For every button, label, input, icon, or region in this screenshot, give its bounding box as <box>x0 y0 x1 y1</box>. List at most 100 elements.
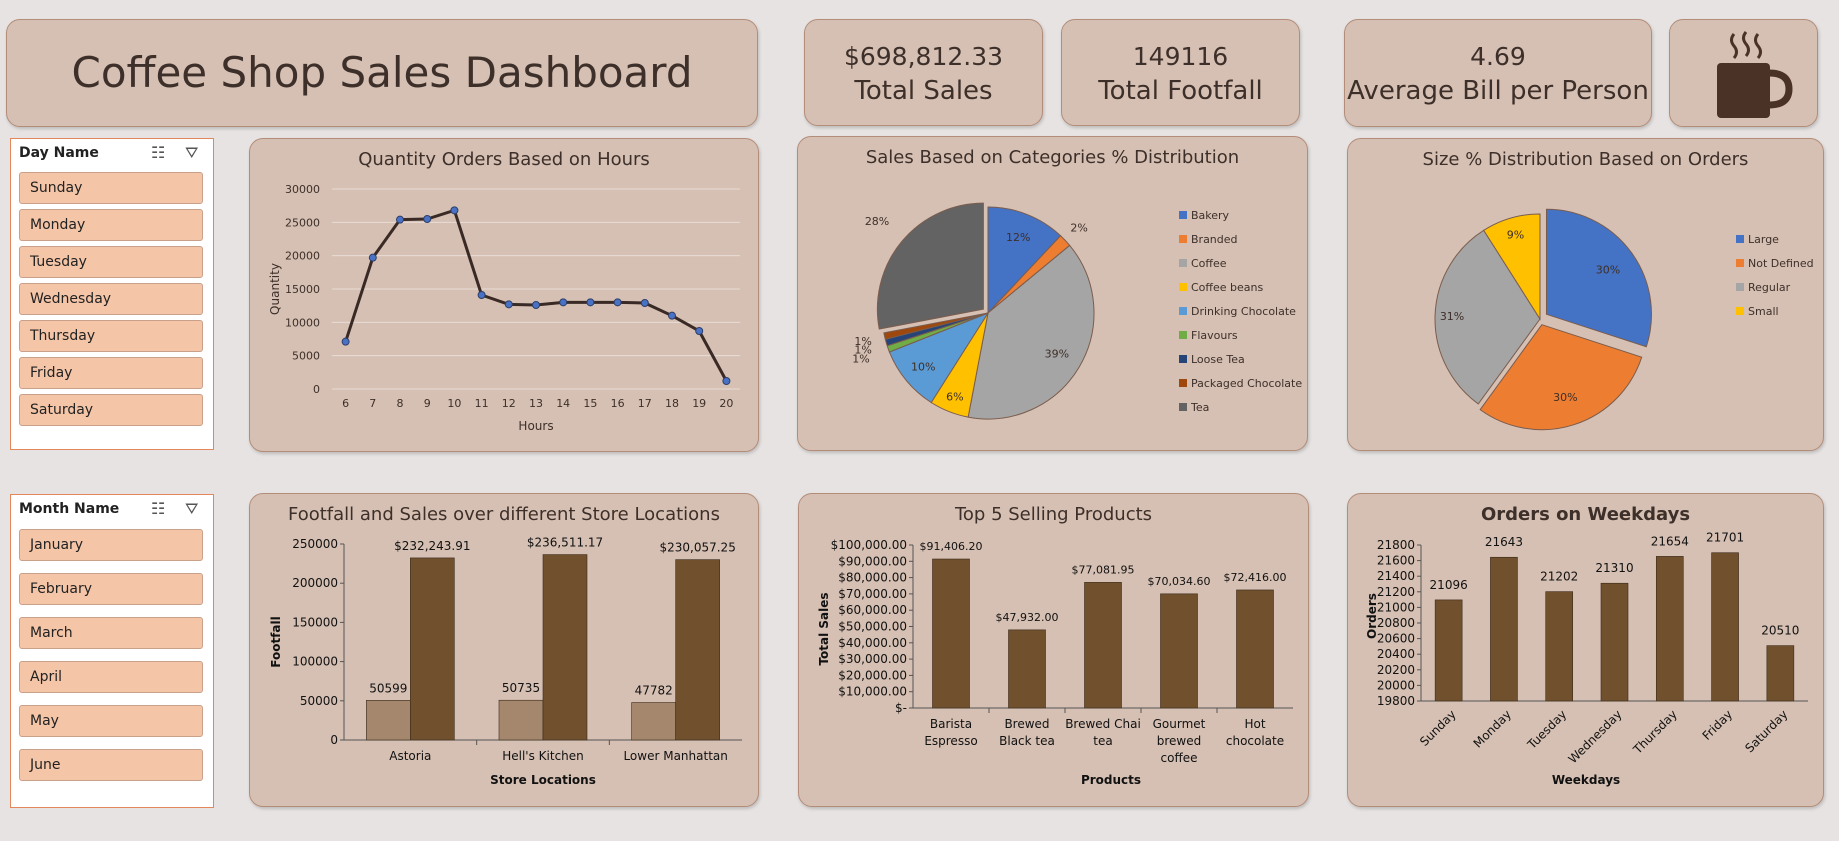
y-tick-label: $100,000.00 <box>831 538 907 552</box>
clear-filter-icon[interactable]: ⛛ <box>185 499 199 518</box>
data-label: 50735 <box>502 681 540 695</box>
kpi-average-bill: 4.69 Average Bill per Person <box>1344 19 1652 127</box>
bar <box>1160 593 1198 709</box>
bar <box>542 554 588 741</box>
x-tick-label: 17 <box>638 397 652 410</box>
slicer-item-saturday[interactable]: Saturday <box>19 394 203 426</box>
legend-swatch <box>1179 403 1187 411</box>
data-label: $236,511.17 <box>527 536 603 550</box>
bar <box>1655 556 1684 702</box>
x-axis-label: Store Locations <box>490 773 596 787</box>
pie-slice <box>987 206 1062 315</box>
chart-title: Quantity Orders Based on Hours <box>358 149 650 170</box>
multi-select-icon[interactable]: ☷ <box>151 499 166 518</box>
slicer-item-june[interactable]: June <box>19 749 203 781</box>
pie-slice <box>883 312 989 340</box>
legend-label: Drinking Chocolate <box>1191 305 1296 318</box>
data-point <box>668 311 676 320</box>
y-tick-label: 20200 <box>1377 663 1415 677</box>
x-tick-label: Black tea <box>999 734 1055 748</box>
x-tick-label: brewed <box>1157 734 1201 748</box>
y-tick-label: 19800 <box>1377 694 1415 708</box>
data-point <box>559 298 568 307</box>
clear-filter-icon[interactable]: ⛛ <box>185 143 199 162</box>
legend-swatch <box>1736 307 1744 315</box>
x-tick-label: Tuesday <box>1524 707 1569 752</box>
x-tick-label: 18 <box>665 397 679 410</box>
x-tick-label: Thursday <box>1630 707 1680 757</box>
slice-label: 39% <box>1045 348 1069 361</box>
data-label: 50599 <box>369 681 407 695</box>
x-tick-label: Hot <box>1244 717 1265 731</box>
y-tick-label: 15000 <box>285 283 320 296</box>
bar <box>1008 629 1046 709</box>
slicer-item-wednesday[interactable]: Wednesday <box>19 283 203 315</box>
slicer-item-sunday[interactable]: Sunday <box>19 172 203 204</box>
slice-label: 12% <box>1006 231 1030 244</box>
y-tick-label: 30000 <box>285 183 320 196</box>
y-axis-label: Quantity <box>268 263 282 315</box>
data-label: 47782 <box>635 684 673 698</box>
chart-title: Sales Based on Categories % Distribution <box>865 147 1240 168</box>
slicer-item-march[interactable]: March <box>19 617 203 649</box>
slice-label: 6% <box>946 391 963 404</box>
data-point <box>368 253 377 262</box>
slicer-item-may[interactable]: May <box>19 705 203 737</box>
x-axis-label: Weekdays <box>1552 773 1620 787</box>
slicer-item-tuesday[interactable]: Tuesday <box>19 246 203 278</box>
x-tick-label: 7 <box>369 397 376 410</box>
legend-swatch <box>1179 379 1187 387</box>
data-label: 21310 <box>1595 561 1633 575</box>
x-axis-label: Hours <box>518 419 553 433</box>
dashboard-title: Coffee Shop Sales Dashboard <box>71 48 693 97</box>
data-label: $72,416.00 <box>1224 571 1287 584</box>
data-point <box>613 298 622 307</box>
y-tick-label: $50,000.00 <box>838 620 907 634</box>
slice-label: 10% <box>911 361 935 374</box>
data-point <box>341 337 350 346</box>
bar <box>410 557 455 741</box>
y-tick-label: $10,000.00 <box>838 685 907 699</box>
x-tick-label: 11 <box>475 397 489 410</box>
bar <box>1600 582 1629 702</box>
x-tick-label: 20 <box>719 397 733 410</box>
x-tick-label: 6 <box>342 397 349 410</box>
y-tick-label: 5000 <box>292 350 320 363</box>
legend-swatch <box>1736 283 1744 291</box>
slicer-item-february[interactable]: February <box>19 573 203 605</box>
y-tick-label: $60,000.00 <box>838 603 907 617</box>
legend-label: Large <box>1748 233 1779 246</box>
slicer-item-monday[interactable]: Monday <box>19 209 203 241</box>
kpi-total-sales: $698,812.33 Total Sales <box>804 19 1043 126</box>
y-tick-label: $70,000.00 <box>838 587 907 601</box>
legend-swatch <box>1179 211 1187 219</box>
y-axis-label: Total Sales <box>817 592 831 665</box>
data-label: $47,932.00 <box>996 611 1059 624</box>
chart-title: Top 5 Selling Products <box>954 504 1153 525</box>
sizes-chart-panel: Size % Distribution Based on Orders 30% 3… <box>1347 138 1824 451</box>
x-tick-label: Gourmet <box>1153 717 1206 731</box>
legend-label: Coffee beans <box>1191 281 1263 294</box>
data-point <box>586 298 595 307</box>
pie-slice <box>1545 208 1652 348</box>
bar <box>631 702 676 741</box>
data-label: 21643 <box>1485 535 1523 549</box>
data-point <box>640 299 649 307</box>
products-bar-chart: $- $10,000.00 $20,000.00 $30,000.00 $40,000.… <box>817 538 1293 787</box>
categories-chart-panel: Sales Based on Categories % Distribution… <box>797 136 1308 451</box>
slicer-item-april[interactable]: April <box>19 661 203 693</box>
y-tick-label: 150000 <box>292 615 338 629</box>
x-tick-label: Wednesday <box>1566 707 1625 766</box>
data-point <box>532 301 540 309</box>
slicer-item-january[interactable]: January <box>19 529 203 561</box>
stores-bar-chart: 0 50000 100000 150000 200000 250000 50599 $232,… <box>269 536 742 787</box>
slicer-item-friday[interactable]: Friday <box>19 357 203 389</box>
slicer-item-thursday[interactable]: Thursday <box>19 320 203 352</box>
y-tick-label: 20400 <box>1377 647 1415 661</box>
bar <box>932 558 970 709</box>
multi-select-icon[interactable]: ☷ <box>151 143 166 162</box>
x-tick-label: Barista <box>930 717 972 731</box>
y-tick-label: 200000 <box>292 576 338 590</box>
pie-slice <box>1479 324 1643 431</box>
kpi-value: 4.69 <box>1470 42 1526 71</box>
